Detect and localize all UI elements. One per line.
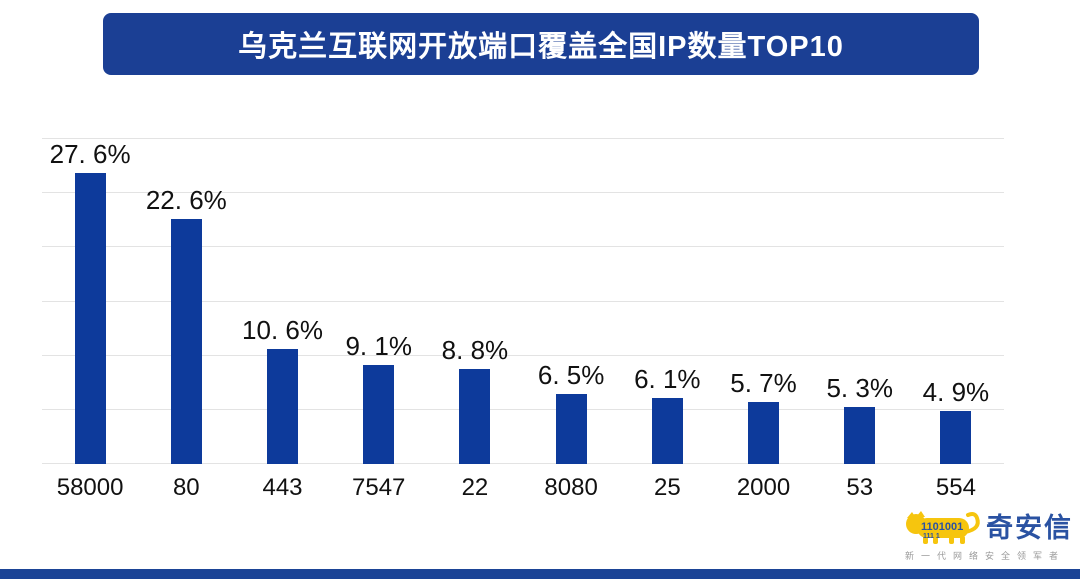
bar-value-label: 6. 1% <box>634 363 701 394</box>
gridline <box>42 354 1004 356</box>
gridline <box>42 463 1004 464</box>
qianxin-logo: 1101001 111 1 奇安信 新一代网络安全领军者 <box>903 511 1073 562</box>
x-axis-label: 22 <box>461 474 489 501</box>
bar-value-label: 10. 6% <box>242 315 323 346</box>
gridline <box>42 300 1004 302</box>
bar-value-label: 27. 6% <box>49 139 131 169</box>
gridline <box>42 192 1004 194</box>
logo-row: 1101001 111 1 奇安信 <box>903 511 1073 545</box>
x-axis-label: 443 <box>262 474 303 501</box>
gridline <box>42 408 1004 410</box>
bar-column: 22. 6% <box>138 139 234 464</box>
bar-value-label: 22. 6% <box>145 185 227 216</box>
bar-value-label: 5. 3% <box>826 372 893 403</box>
qianxin-tiger-logo-icon: 1101001 111 1 <box>906 511 980 544</box>
bar-column: 10. 6% <box>234 139 330 464</box>
x-axis-label: 554 <box>935 474 976 501</box>
bar <box>74 173 106 464</box>
x-axis-label: 58000 <box>56 474 124 501</box>
bar <box>170 219 202 464</box>
bar-column: 5. 7% <box>715 139 811 464</box>
x-axis-label: 7547 <box>352 474 406 501</box>
bar-column: 27. 6% <box>42 139 138 464</box>
bar <box>940 410 972 464</box>
bar-column: 4. 9% <box>908 139 1004 464</box>
x-axis-label: 25 <box>653 474 681 501</box>
chart-title-banner: 乌克兰互联网开放端口覆盖全国IP数量TOP10 <box>103 13 979 75</box>
x-axis-label: 2000 <box>736 474 791 501</box>
bar-value-label: 6. 5% <box>537 359 605 390</box>
bar <box>651 397 683 464</box>
bottom-accent-strip <box>0 569 1080 579</box>
bar <box>267 349 298 464</box>
bar-column: 6. 5% <box>523 139 619 464</box>
logo-brand-text: 奇安信 <box>986 512 1073 543</box>
x-axis-labels: 58000 80 443 7547 22 8080 25 2000 53 554 <box>42 474 1004 502</box>
bar-column: 9. 1% <box>331 139 427 464</box>
chart-title: 乌克兰互联网开放端口覆盖全国IP数量TOP10 <box>238 31 844 63</box>
bar-value-label: 9. 1% <box>345 331 412 362</box>
tiger-binary-text: 1101001 <box>921 521 963 533</box>
x-axis-label: 53 <box>846 474 874 501</box>
plot-area: 27. 6% 22. 6% 10. 6% 9. 1% 8. 8% 6. 5% 6. 1% 5.… <box>42 138 1004 464</box>
x-axis-label: 80 <box>172 474 200 501</box>
bar <box>459 368 491 464</box>
gridline <box>42 138 1004 139</box>
bar <box>844 406 876 464</box>
bar-column: 8. 8% <box>427 139 523 464</box>
gridline <box>42 246 1004 248</box>
bar-column: 5. 3% <box>812 139 908 464</box>
bar <box>363 365 395 464</box>
bar-column: 6. 1% <box>619 139 715 464</box>
bar-value-label: 4. 9% <box>922 376 990 407</box>
x-axis-label: 8080 <box>544 474 598 501</box>
bar-value-label: 5. 7% <box>730 368 797 399</box>
tiger-binary-text-2: 111 1 <box>923 533 940 540</box>
bar <box>555 393 587 464</box>
bar-columns: 27. 6% 22. 6% 10. 6% 9. 1% 8. 8% 6. 5% 6. 1% 5.… <box>42 139 1004 464</box>
logo-tagline: 新一代网络安全领军者 <box>905 551 1066 561</box>
bar <box>748 402 780 464</box>
bar-value-label: 8. 8% <box>441 334 509 365</box>
